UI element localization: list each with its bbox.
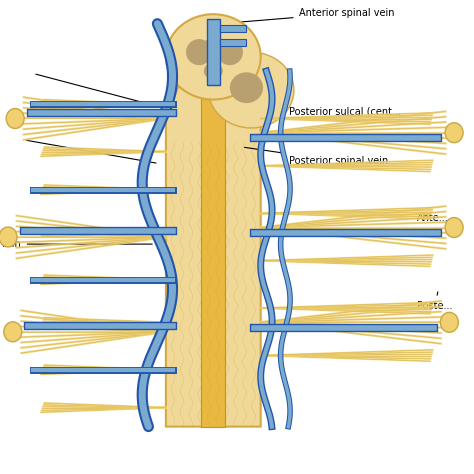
Ellipse shape bbox=[445, 123, 463, 143]
Polygon shape bbox=[166, 24, 261, 427]
Text: Anterior spinal vein: Anterior spinal vein bbox=[223, 8, 394, 24]
Ellipse shape bbox=[166, 14, 261, 100]
Text: Ante...: Ante... bbox=[417, 213, 449, 229]
Ellipse shape bbox=[440, 312, 458, 332]
Ellipse shape bbox=[445, 218, 463, 237]
Text: Posterior spinal vein: Posterior spinal vein bbox=[245, 147, 388, 166]
Ellipse shape bbox=[204, 63, 223, 79]
Polygon shape bbox=[207, 19, 220, 85]
Ellipse shape bbox=[209, 52, 294, 128]
Text: vein: vein bbox=[1, 239, 152, 249]
Ellipse shape bbox=[186, 39, 212, 65]
Ellipse shape bbox=[230, 72, 263, 103]
Ellipse shape bbox=[4, 322, 22, 342]
Polygon shape bbox=[220, 39, 246, 46]
Text: Poste...: Poste... bbox=[417, 292, 453, 311]
Ellipse shape bbox=[217, 39, 243, 65]
Polygon shape bbox=[201, 47, 225, 427]
Polygon shape bbox=[220, 25, 246, 32]
Ellipse shape bbox=[0, 227, 17, 247]
Text: Posterior sulcal (cent...: Posterior sulcal (cent... bbox=[242, 102, 401, 117]
Polygon shape bbox=[206, 40, 220, 62]
Ellipse shape bbox=[6, 109, 24, 128]
